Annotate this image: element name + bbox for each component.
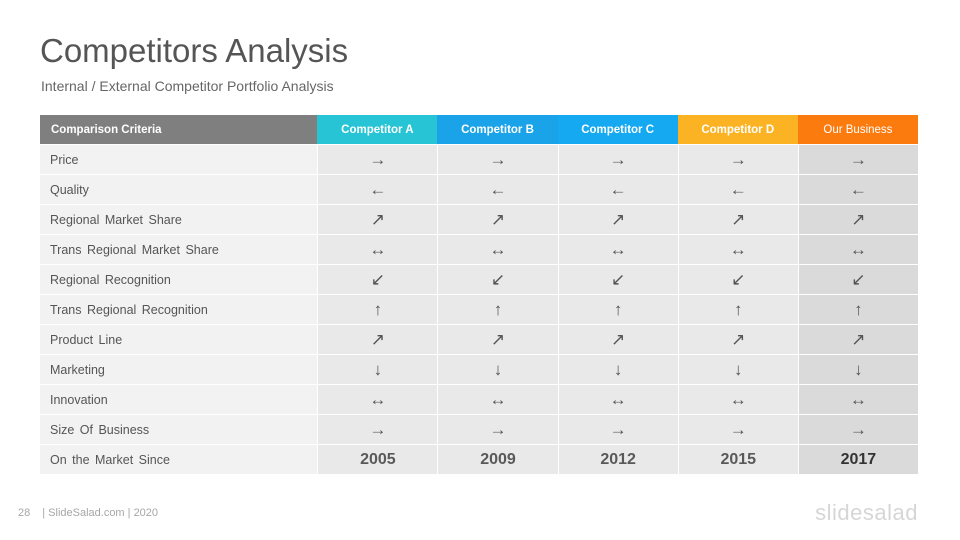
criteria-cell: On the Market Since xyxy=(40,444,318,474)
trend-arrow-competitor-a: ↔ xyxy=(317,234,438,264)
trend-arrow-competitor-b: → xyxy=(437,144,558,174)
trend-arrow-competitor-d: ↔ xyxy=(677,234,798,264)
table-row: Trans Regional Recognition ↑ ↑ ↑ ↑ ↑ xyxy=(40,294,918,324)
trend-arrow-competitor-d: ↑ xyxy=(677,294,798,324)
trend-arrow-our-business: ↗ xyxy=(797,204,918,234)
year-value-competitor-b: 2009 xyxy=(437,444,558,474)
page-subtitle: Internal / External Competitor Portfolio… xyxy=(41,78,334,94)
trend-arrow-competitor-d: ↔ xyxy=(677,384,798,414)
trend-arrow-competitor-c: → xyxy=(557,414,678,444)
trend-arrow-competitor-c: ↔ xyxy=(557,234,678,264)
trend-arrow-our-business: ↔ xyxy=(797,234,918,264)
header-competitor-a: Competitor A xyxy=(317,115,438,144)
criteria-cell: Trans Regional Recognition xyxy=(40,294,318,324)
slidesalad-logo: slidesalad xyxy=(815,500,918,525)
trend-arrow-competitor-a: → xyxy=(317,144,438,174)
trend-arrow-competitor-b: ↔ xyxy=(437,234,558,264)
table-row: Trans Regional Market Share ↔ ↔ ↔ ↔ ↔ xyxy=(40,234,918,264)
trend-arrow-competitor-c: ← xyxy=(557,174,678,204)
criteria-cell: Regional Market Share xyxy=(40,204,318,234)
trend-arrow-our-business: → xyxy=(797,414,918,444)
criteria-cell: Marketing xyxy=(40,354,318,384)
year-value-competitor-d: 2015 xyxy=(677,444,798,474)
criteria-cell: Product Line xyxy=(40,324,318,354)
trend-arrow-competitor-a: ↙ xyxy=(317,264,438,294)
trend-arrow-our-business: ← xyxy=(797,174,918,204)
trend-arrow-competitor-b: ↗ xyxy=(437,324,558,354)
header-comparison-criteria: Comparison Criteria xyxy=(40,115,318,144)
trend-arrow-competitor-b: ↗ xyxy=(437,204,558,234)
criteria-cell: Trans Regional Market Share xyxy=(40,234,318,264)
footer-text: | SlideSalad.com | 2020 xyxy=(42,507,159,519)
header-our-business: Our Business xyxy=(797,115,918,144)
trend-arrow-competitor-c: → xyxy=(557,144,678,174)
trend-arrow-our-business: ↔ xyxy=(797,384,918,414)
table-row: Product Line ↗ ↗ ↗ ↗ ↗ xyxy=(40,324,918,354)
table-row: Size Of Business → → → → → xyxy=(40,414,918,444)
table-header-row: Comparison Criteria Competitor A Competi… xyxy=(40,115,918,144)
table-row: Price → → → → → xyxy=(40,144,918,174)
criteria-cell: Price xyxy=(40,144,318,174)
header-competitor-b: Competitor B xyxy=(437,115,558,144)
trend-arrow-competitor-b: ↔ xyxy=(437,384,558,414)
trend-arrow-our-business: ↑ xyxy=(797,294,918,324)
trend-arrow-our-business: ↙ xyxy=(797,264,918,294)
table-row: Quality ← ← ← ← ← xyxy=(40,174,918,204)
trend-arrow-competitor-d: ↗ xyxy=(677,204,798,234)
table-row: On the Market Since 2005 2009 2012 2015 2017 xyxy=(40,444,918,474)
footer: 28 | SlideSalad.com | 2020 xyxy=(18,507,158,519)
trend-arrow-competitor-a: ↔ xyxy=(317,384,438,414)
trend-arrow-competitor-c: ↙ xyxy=(557,264,678,294)
trend-arrow-competitor-b: ↙ xyxy=(437,264,558,294)
trend-arrow-competitor-a: ↗ xyxy=(317,324,438,354)
header-competitor-d: Competitor D xyxy=(677,115,798,144)
trend-arrow-our-business: ↓ xyxy=(797,354,918,384)
trend-arrow-competitor-b: ↓ xyxy=(437,354,558,384)
year-value-competitor-a: 2005 xyxy=(317,444,438,474)
criteria-cell: Quality xyxy=(40,174,318,204)
trend-arrow-competitor-b: ↑ xyxy=(437,294,558,324)
table-row: Innovation ↔ ↔ ↔ ↔ ↔ xyxy=(40,384,918,414)
trend-arrow-competitor-d: → xyxy=(677,414,798,444)
trend-arrow-competitor-a: ↗ xyxy=(317,204,438,234)
trend-arrow-competitor-b: ← xyxy=(437,174,558,204)
trend-arrow-competitor-a: ↓ xyxy=(317,354,438,384)
trend-arrow-competitor-c: ↑ xyxy=(557,294,678,324)
trend-arrow-competitor-d: → xyxy=(677,144,798,174)
trend-arrow-competitor-d: ↓ xyxy=(677,354,798,384)
year-value-our-business: 2017 xyxy=(797,444,918,474)
trend-arrow-competitor-a: ↑ xyxy=(317,294,438,324)
table-row: Regional Market Share ↗ ↗ ↗ ↗ ↗ xyxy=(40,204,918,234)
trend-arrow-our-business: ↗ xyxy=(797,324,918,354)
criteria-cell: Size Of Business xyxy=(40,414,318,444)
table-row: Regional Recognition ↙ ↙ ↙ ↙ ↙ xyxy=(40,264,918,294)
trend-arrow-competitor-d: ← xyxy=(677,174,798,204)
trend-arrow-competitor-a: ← xyxy=(317,174,438,204)
table-row: Marketing ↓ ↓ ↓ ↓ ↓ xyxy=(40,354,918,384)
trend-arrow-competitor-c: ↗ xyxy=(557,204,678,234)
trend-arrow-competitor-c: ↓ xyxy=(557,354,678,384)
page-number: 28 xyxy=(18,507,31,519)
year-value-competitor-c: 2012 xyxy=(557,444,678,474)
trend-arrow-competitor-d: ↙ xyxy=(677,264,798,294)
header-competitor-c: Competitor C xyxy=(557,115,678,144)
criteria-cell: Regional Recognition xyxy=(40,264,318,294)
trend-arrow-competitor-c: ↔ xyxy=(557,384,678,414)
criteria-cell: Innovation xyxy=(40,384,318,414)
trend-arrow-competitor-c: ↗ xyxy=(557,324,678,354)
trend-arrow-competitor-a: → xyxy=(317,414,438,444)
trend-arrow-our-business: → xyxy=(797,144,918,174)
page-title: Competitors Analysis xyxy=(40,32,349,69)
comparison-table: Comparison Criteria Competitor A Competi… xyxy=(40,115,918,474)
trend-arrow-competitor-d: ↗ xyxy=(677,324,798,354)
trend-arrow-competitor-b: → xyxy=(437,414,558,444)
